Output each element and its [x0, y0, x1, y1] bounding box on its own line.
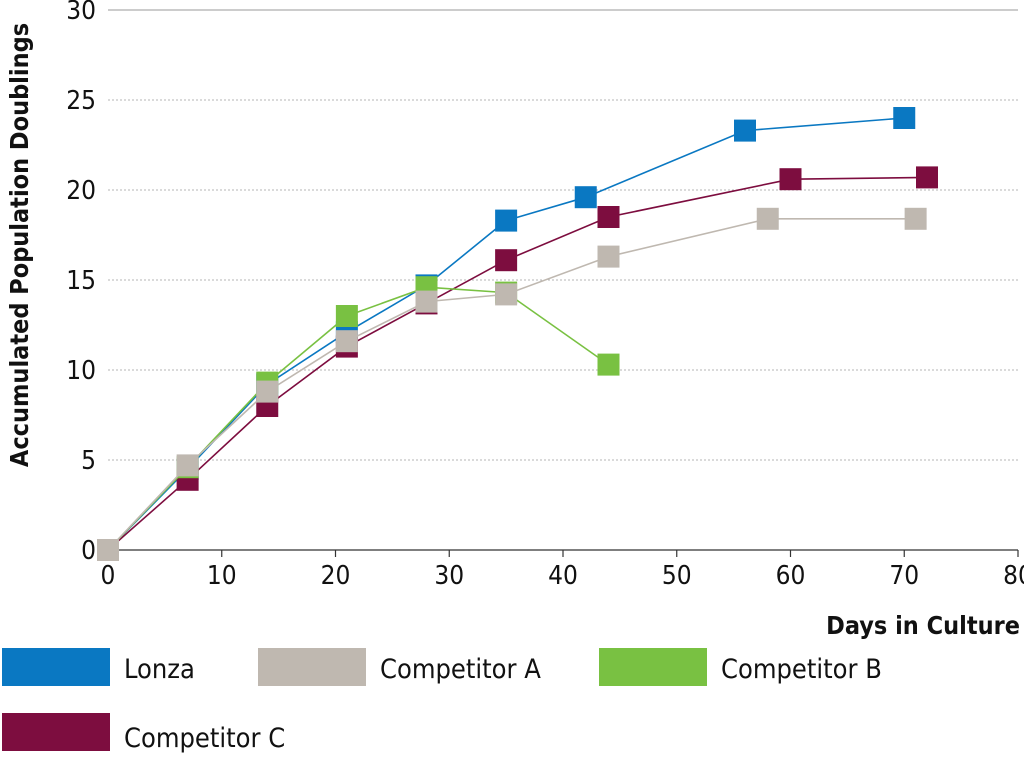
- x-tick-label-10: 10: [207, 561, 237, 591]
- point-lonza-7: [734, 119, 756, 142]
- point-competitor-a-8: [904, 207, 927, 230]
- line-chart: 0 10 20 30 40 50 60 70 80 0 5 10 15 20 25 30 Accumulate…: [5, 0, 1024, 640]
- point-competitor-b-6: [597, 353, 620, 376]
- series-competitor-a: [97, 207, 927, 561]
- y-tick-label-5: 5: [81, 446, 96, 476]
- point-competitor-b-3: [335, 305, 358, 327]
- series-group: [97, 107, 938, 561]
- legend-swatch-competitor-b: [599, 648, 707, 686]
- series-line-competitor-c: [107, 176, 928, 551]
- gridlines: [108, 9, 1018, 461]
- point-competitor-a-4: [415, 290, 438, 313]
- point-competitor-a-6: [597, 245, 620, 268]
- series-competitor-c: [97, 166, 938, 561]
- legend-label-competitor-c: Competitor C: [124, 723, 286, 754]
- point-competitor-a-0: [97, 539, 119, 561]
- y-tick-label-10: 10: [66, 356, 96, 386]
- y-axis-title: Accumulated Population Doublings: [5, 23, 34, 467]
- x-tick-label-70: 70: [889, 561, 919, 591]
- point-competitor-a-7: [756, 207, 779, 230]
- x-tick-label-80: 80: [1003, 561, 1024, 591]
- x-tick-label-20: 20: [321, 561, 351, 591]
- legend-swatch-lonza: [2, 648, 110, 686]
- legend: Lonza Competitor A Competitor B Competit…: [0, 640, 1024, 768]
- point-competitor-a-1: [176, 454, 199, 477]
- legend-swatch-competitor-c: [2, 713, 110, 751]
- point-competitor-a-2: [256, 380, 279, 403]
- x-tick-label-60: 60: [776, 561, 806, 591]
- point-competitor-c-8: [916, 166, 938, 189]
- x-axis-title: Days in Culture: [826, 611, 1020, 640]
- point-competitor-c-5: [495, 249, 518, 272]
- tick-labels: 0 10 20 30 40 50 60 70 80 0 5 10 15 20 25 30: [66, 0, 1024, 591]
- x-tick-label-40: 40: [548, 561, 578, 591]
- y-tick-label-20: 20: [66, 176, 96, 206]
- axes: [107, 549, 1019, 557]
- y-tick-label-0: 0: [81, 536, 96, 566]
- point-competitor-c-7: [779, 168, 802, 191]
- y-tick-label-30: 30: [66, 0, 96, 26]
- point-lonza-8: [893, 107, 916, 129]
- point-competitor-c-6: [597, 206, 620, 228]
- x-tick-label-0: 0: [101, 561, 116, 591]
- legend-label-lonza: Lonza: [124, 654, 195, 685]
- y-tick-label-25: 25: [66, 86, 96, 116]
- y-tick-label-15: 15: [66, 266, 96, 296]
- point-lonza-5: [495, 209, 518, 232]
- legend-label-competitor-b: Competitor B: [721, 654, 882, 685]
- x-tick-label-30: 30: [434, 561, 464, 591]
- series-competitor-b: [97, 276, 620, 561]
- x-tick-label-50: 50: [662, 561, 692, 591]
- legend-label-competitor-a: Competitor A: [380, 654, 541, 685]
- legend-swatch-competitor-a: [258, 648, 366, 686]
- point-competitor-a-3: [335, 330, 358, 353]
- point-competitor-a-5: [495, 283, 518, 306]
- series-line-competitor-b: [107, 286, 609, 551]
- point-lonza-6: [574, 186, 597, 209]
